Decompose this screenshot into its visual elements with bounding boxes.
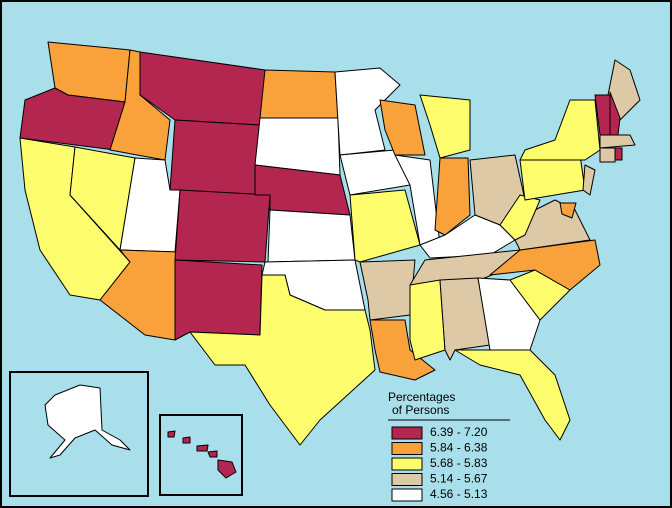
state	[182, 436, 191, 444]
state	[167, 430, 176, 438]
state	[409, 279, 446, 361]
state	[477, 277, 541, 351]
state	[169, 119, 261, 196]
legend-title: of Persons	[392, 403, 449, 417]
legend-label: 6.39 - 7.20	[430, 425, 488, 439]
state	[419, 94, 471, 159]
state	[259, 69, 339, 119]
state	[217, 459, 237, 479]
alaska-inset	[9, 371, 149, 497]
state	[499, 194, 541, 241]
state	[359, 259, 416, 321]
state	[189, 274, 376, 446]
state	[379, 99, 426, 156]
state	[559, 202, 577, 219]
states	[19, 41, 641, 446]
state	[349, 189, 421, 263]
hawaii-islands	[167, 430, 237, 479]
state	[599, 134, 636, 149]
legend-swatch	[391, 442, 423, 455]
state	[454, 349, 571, 441]
legend-swatch	[391, 426, 423, 440]
legend-label: 5.84 - 6.38	[430, 441, 488, 455]
state	[174, 189, 271, 263]
state	[267, 209, 356, 263]
hawaii-inset	[159, 414, 243, 496]
legend-swatch	[391, 473, 423, 486]
state	[207, 450, 218, 458]
legend-label: 5.68 - 5.83	[430, 456, 488, 470]
state	[44, 384, 131, 459]
state	[582, 164, 596, 196]
state	[196, 444, 209, 452]
legend-label: 5.14 - 5.67	[430, 472, 488, 486]
legend-title: Percentages	[388, 390, 455, 404]
legend-swatch	[391, 488, 423, 502]
state	[174, 259, 263, 341]
legend-swatch	[391, 457, 423, 471]
state	[614, 147, 623, 161]
state	[599, 147, 616, 163]
state	[434, 157, 471, 236]
state	[519, 99, 601, 161]
state	[369, 319, 436, 381]
legend-label: 4.56 - 5.13	[430, 487, 488, 501]
